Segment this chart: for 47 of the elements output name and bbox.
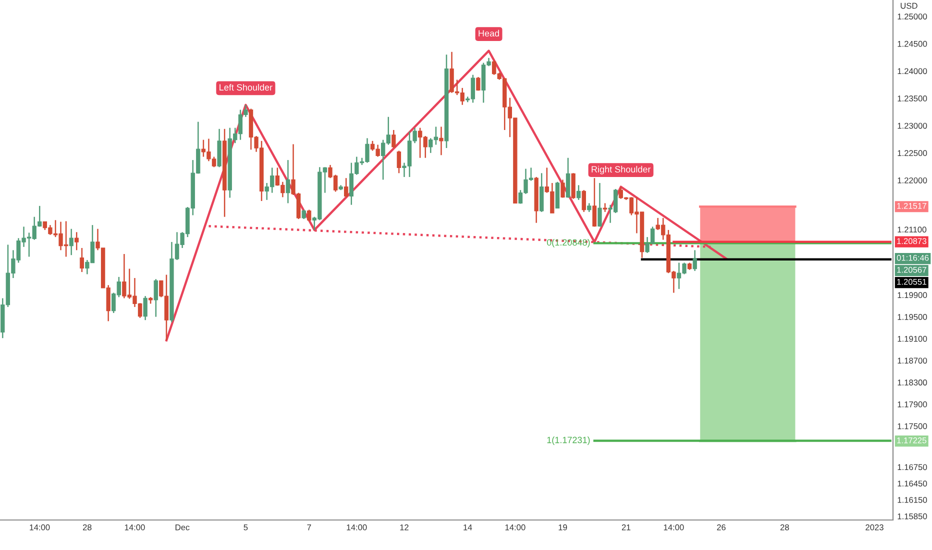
data-label: Left Shoulder [220, 84, 272, 91]
annotation: 1.21517 [897, 202, 926, 209]
x-tick-label: 2023 [866, 524, 884, 530]
x-tick-label: 14:00 [346, 524, 367, 530]
y-tick-label: 1.16750 [898, 464, 927, 470]
x-tick-label: 5 [244, 524, 248, 530]
text: 01:16:46 [896, 254, 929, 261]
data-label: 1.20551 [897, 278, 926, 285]
x-tick-label: 14:00 [505, 524, 526, 530]
x-tick-label: 26 [717, 524, 726, 530]
x-tick-label: 19 [558, 524, 567, 530]
y-tick-label: 1.22000 [898, 177, 927, 184]
y-tick-label: 1.22500 [898, 150, 927, 156]
data-label: 1(1.17231) [547, 436, 590, 445]
y-tick-label: 1.24000 [898, 68, 927, 74]
annotation: 1.17225 [897, 437, 926, 444]
y-tick-label: 1.16150 [898, 496, 927, 503]
y-tick-label: 1.25000 [898, 14, 927, 20]
data-label: 0(1.20848) [546, 238, 590, 248]
y-tick-label: 1.21100 [898, 226, 926, 233]
x-tick-label: 14:00 [664, 524, 684, 530]
text: 1.20567 [897, 266, 926, 273]
y-tick-label: 1.23500 [898, 96, 927, 102]
y-tick-label: 1.17900 [898, 401, 927, 408]
y-tick-label: 1.23000 [898, 122, 927, 129]
x-tick-label: 28 [82, 524, 92, 530]
data-label: 1.20873 [897, 238, 926, 244]
x-tick-label: 21 [622, 524, 630, 530]
x-tick-label: 14:00 [30, 524, 50, 530]
x-tick-label: 12 [400, 524, 408, 530]
x-tick-label: 14:00 [124, 524, 145, 530]
y-tick-label: 1.18300 [898, 380, 927, 386]
y-tick-label: 1.17500 [898, 423, 927, 430]
x-tick-label: 7 [307, 524, 312, 530]
y-tick-label: 1.19500 [898, 314, 927, 320]
x-tick-label: 28 [780, 524, 789, 530]
y-tick-label: 1.16450 [898, 480, 927, 487]
x-tick-label: Dec [176, 524, 190, 530]
y-axis-title: USD [900, 2, 918, 9]
y-tick-label: 1.24500 [898, 40, 927, 47]
y-tick-label: 1.19100 [898, 336, 927, 342]
data-label: Right Shoulder [592, 166, 651, 174]
y-tick-label: 1.18700 [898, 358, 927, 364]
y-tick-label: 1.19900 [898, 292, 927, 298]
x-tick-label: 14 [464, 524, 472, 530]
data-label: Head [478, 30, 499, 37]
y-tick-label: 1.15850 [898, 513, 927, 520]
